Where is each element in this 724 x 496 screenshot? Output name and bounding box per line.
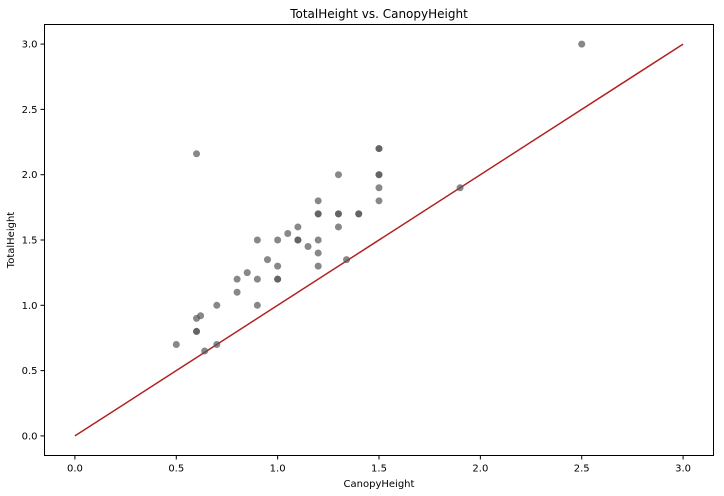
- scatter-point: [253, 275, 261, 283]
- scatter-point: [213, 340, 221, 348]
- scatter-point: [314, 236, 322, 244]
- scatter-point: [274, 262, 282, 270]
- scatter-point: [375, 197, 383, 205]
- x-tick-label: 0.0: [67, 464, 83, 475]
- scatter-point: [193, 327, 201, 335]
- x-tick-label: 1.5: [371, 464, 387, 475]
- scatter-point: [243, 269, 251, 277]
- scatter-point: [314, 210, 322, 218]
- scatter-point: [274, 236, 282, 244]
- x-tick-label: 0.5: [168, 464, 184, 475]
- y-tick-label: 0.0: [22, 431, 38, 442]
- scatter-point: [375, 145, 383, 153]
- scatter-point: [578, 40, 586, 48]
- scatter-point: [334, 223, 342, 231]
- y-axis-label: TotalHeight: [6, 212, 17, 269]
- y-tick-label: 2.0: [22, 170, 38, 181]
- x-tick-label: 3.0: [675, 464, 691, 475]
- scatter-point: [284, 229, 292, 237]
- x-tick-label: 2.5: [574, 464, 590, 475]
- x-tick-label: 1.0: [270, 464, 286, 475]
- scatter-point: [375, 171, 383, 179]
- scatter-point: [264, 256, 271, 264]
- scatter-point: [253, 236, 261, 244]
- y-tick-label: 1.5: [22, 236, 38, 247]
- scatter-point: [294, 236, 302, 244]
- scatter-point: [274, 275, 282, 283]
- scatter-point: [355, 210, 363, 218]
- x-tick-label: 2.0: [472, 464, 488, 475]
- scatter-point: [314, 262, 322, 270]
- scatter-point: [233, 288, 241, 296]
- scatter-point: [334, 171, 342, 179]
- scatter-point: [197, 312, 205, 320]
- scatter-point: [375, 184, 383, 192]
- scatter-point: [334, 210, 342, 218]
- scatter-point: [294, 223, 302, 231]
- y-tick-label: 1.0: [22, 301, 38, 312]
- scatter-point: [314, 197, 322, 205]
- scatter-point: [456, 184, 464, 192]
- scatter-point: [193, 150, 201, 158]
- scatter-point: [172, 340, 180, 348]
- scatter-point: [233, 275, 241, 283]
- scatter-point: [213, 301, 221, 309]
- y-tick-label: 3.0: [22, 40, 38, 51]
- scatter-point: [314, 249, 322, 257]
- scatter-point: [201, 347, 209, 355]
- y-tick-label: 2.5: [22, 105, 38, 116]
- chart-title: TotalHeight vs. CanopyHeight: [289, 7, 468, 21]
- y-tick-label: 0.5: [22, 366, 38, 377]
- scatter-point: [343, 256, 351, 264]
- reference-line: [74, 43, 684, 437]
- scatter-point: [304, 243, 312, 251]
- scatter-point: [253, 301, 261, 309]
- x-axis-label: CanopyHeight: [344, 479, 415, 490]
